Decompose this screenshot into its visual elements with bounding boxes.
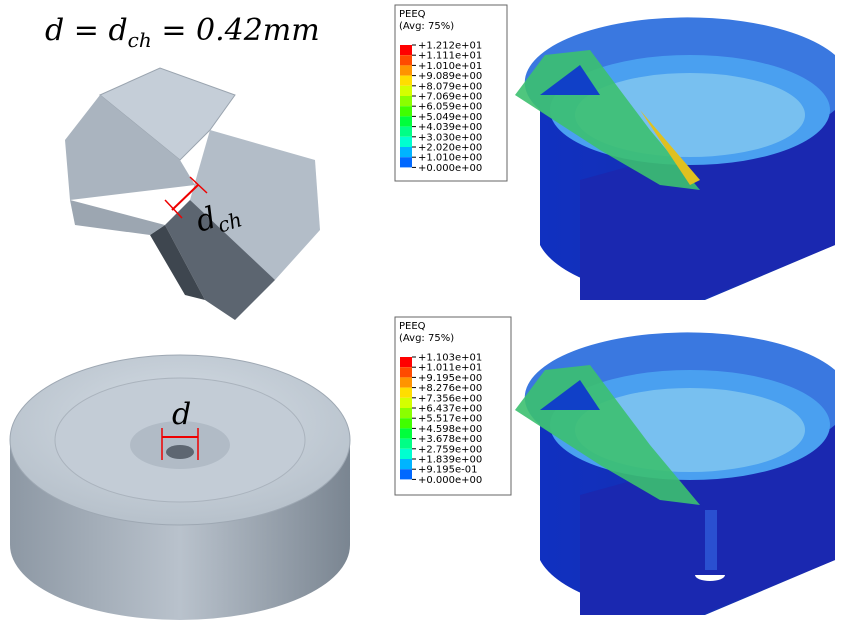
legend-swatch — [400, 127, 412, 137]
legend-swatch — [400, 147, 412, 157]
d-label: d — [172, 397, 191, 432]
drill: dch — [65, 68, 320, 320]
legend-swatch — [400, 459, 412, 469]
legend-swatch — [400, 86, 412, 96]
legend-swatch — [400, 45, 412, 55]
workpiece: d — [10, 355, 350, 620]
legend-swatch — [400, 65, 412, 75]
fe-model-bottom — [515, 332, 835, 615]
legend-subtitle: (Avg: 75%) — [399, 21, 454, 32]
eq-rhs: 0.42mm — [196, 13, 320, 48]
legend-swatch — [400, 377, 412, 387]
legend-swatch — [400, 116, 412, 126]
legend-swatch — [400, 469, 412, 479]
legend-swatch — [400, 398, 412, 408]
legend-swatch — [400, 157, 412, 167]
legend-value: +0.000e+00 — [418, 475, 482, 486]
legend-swatch — [400, 357, 412, 367]
figure: d = dch = 0.42mm dch d — [0, 0, 848, 620]
legend-swatch — [400, 55, 412, 65]
legend-swatch — [400, 76, 412, 86]
legend-title: PEEQ — [399, 321, 426, 332]
page: d = dch = 0.42mm dch d — [0, 0, 848, 620]
eq-mid: d — [108, 13, 127, 48]
legend-title: PEEQ — [399, 9, 426, 20]
legend-swatch — [400, 96, 412, 106]
legend-swatch — [400, 106, 412, 116]
legend-subtitle: (Avg: 75%) — [399, 333, 454, 344]
legend-swatch — [400, 408, 412, 418]
eq-lhs: d — [45, 13, 64, 48]
legend-swatch — [400, 449, 412, 459]
legend-swatch — [400, 428, 412, 438]
eq-sign: = — [74, 13, 99, 48]
fe-model-top — [515, 17, 835, 300]
legend-value: +0.000e+00 — [418, 163, 482, 174]
eq-sign: = — [161, 13, 186, 48]
legend-swatch — [400, 367, 412, 377]
legend-swatch — [400, 439, 412, 449]
eq-sub: ch — [128, 28, 152, 52]
legend-swatch — [400, 137, 412, 147]
equation: d = dch = 0.42mm — [45, 13, 320, 55]
legend-swatch — [400, 388, 412, 398]
legends: PEEQ(Avg: 75%)+1.212e+01+1.111e+01+1.010… — [395, 5, 511, 495]
legend-swatch — [400, 418, 412, 428]
